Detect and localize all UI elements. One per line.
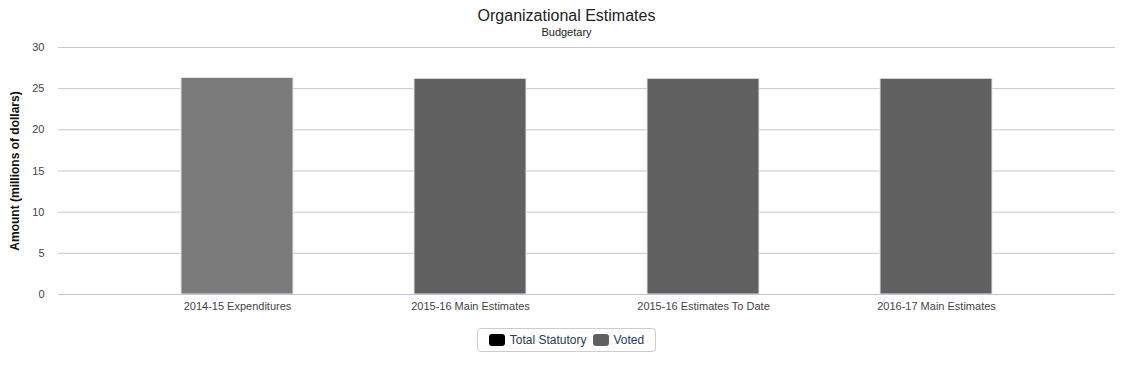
svg-text:25: 25 <box>32 82 44 94</box>
svg-text:2014-15 Expenditures: 2014-15 Expenditures <box>184 300 292 312</box>
svg-text:2015-16 Main Estimates: 2015-16 Main Estimates <box>411 300 530 312</box>
html-text:Total Statutory: Total Statutory <box>509 333 587 347</box>
html-text:Budgetary: Budgetary <box>541 26 592 38</box>
svg-text:Amount (millions of dollars): Amount (millions of dollars) <box>8 91 22 250</box>
svg-text:2015-16 Estimates To Date: 2015-16 Estimates To Date <box>637 300 769 312</box>
svg-text:5: 5 <box>38 247 44 259</box>
svg-text:0: 0 <box>38 288 44 300</box>
html-text:Organizational Estimates: Organizational Estimates <box>477 7 656 24</box>
svg-text:10: 10 <box>32 206 44 218</box>
svg-text:30: 30 <box>32 41 44 53</box>
svg-text:15: 15 <box>32 165 44 177</box>
html-text:Voted: Voted <box>613 333 645 347</box>
svg-text:2016-17 Main Estimates: 2016-17 Main Estimates <box>877 300 996 312</box>
svg-text:20: 20 <box>32 123 44 135</box>
